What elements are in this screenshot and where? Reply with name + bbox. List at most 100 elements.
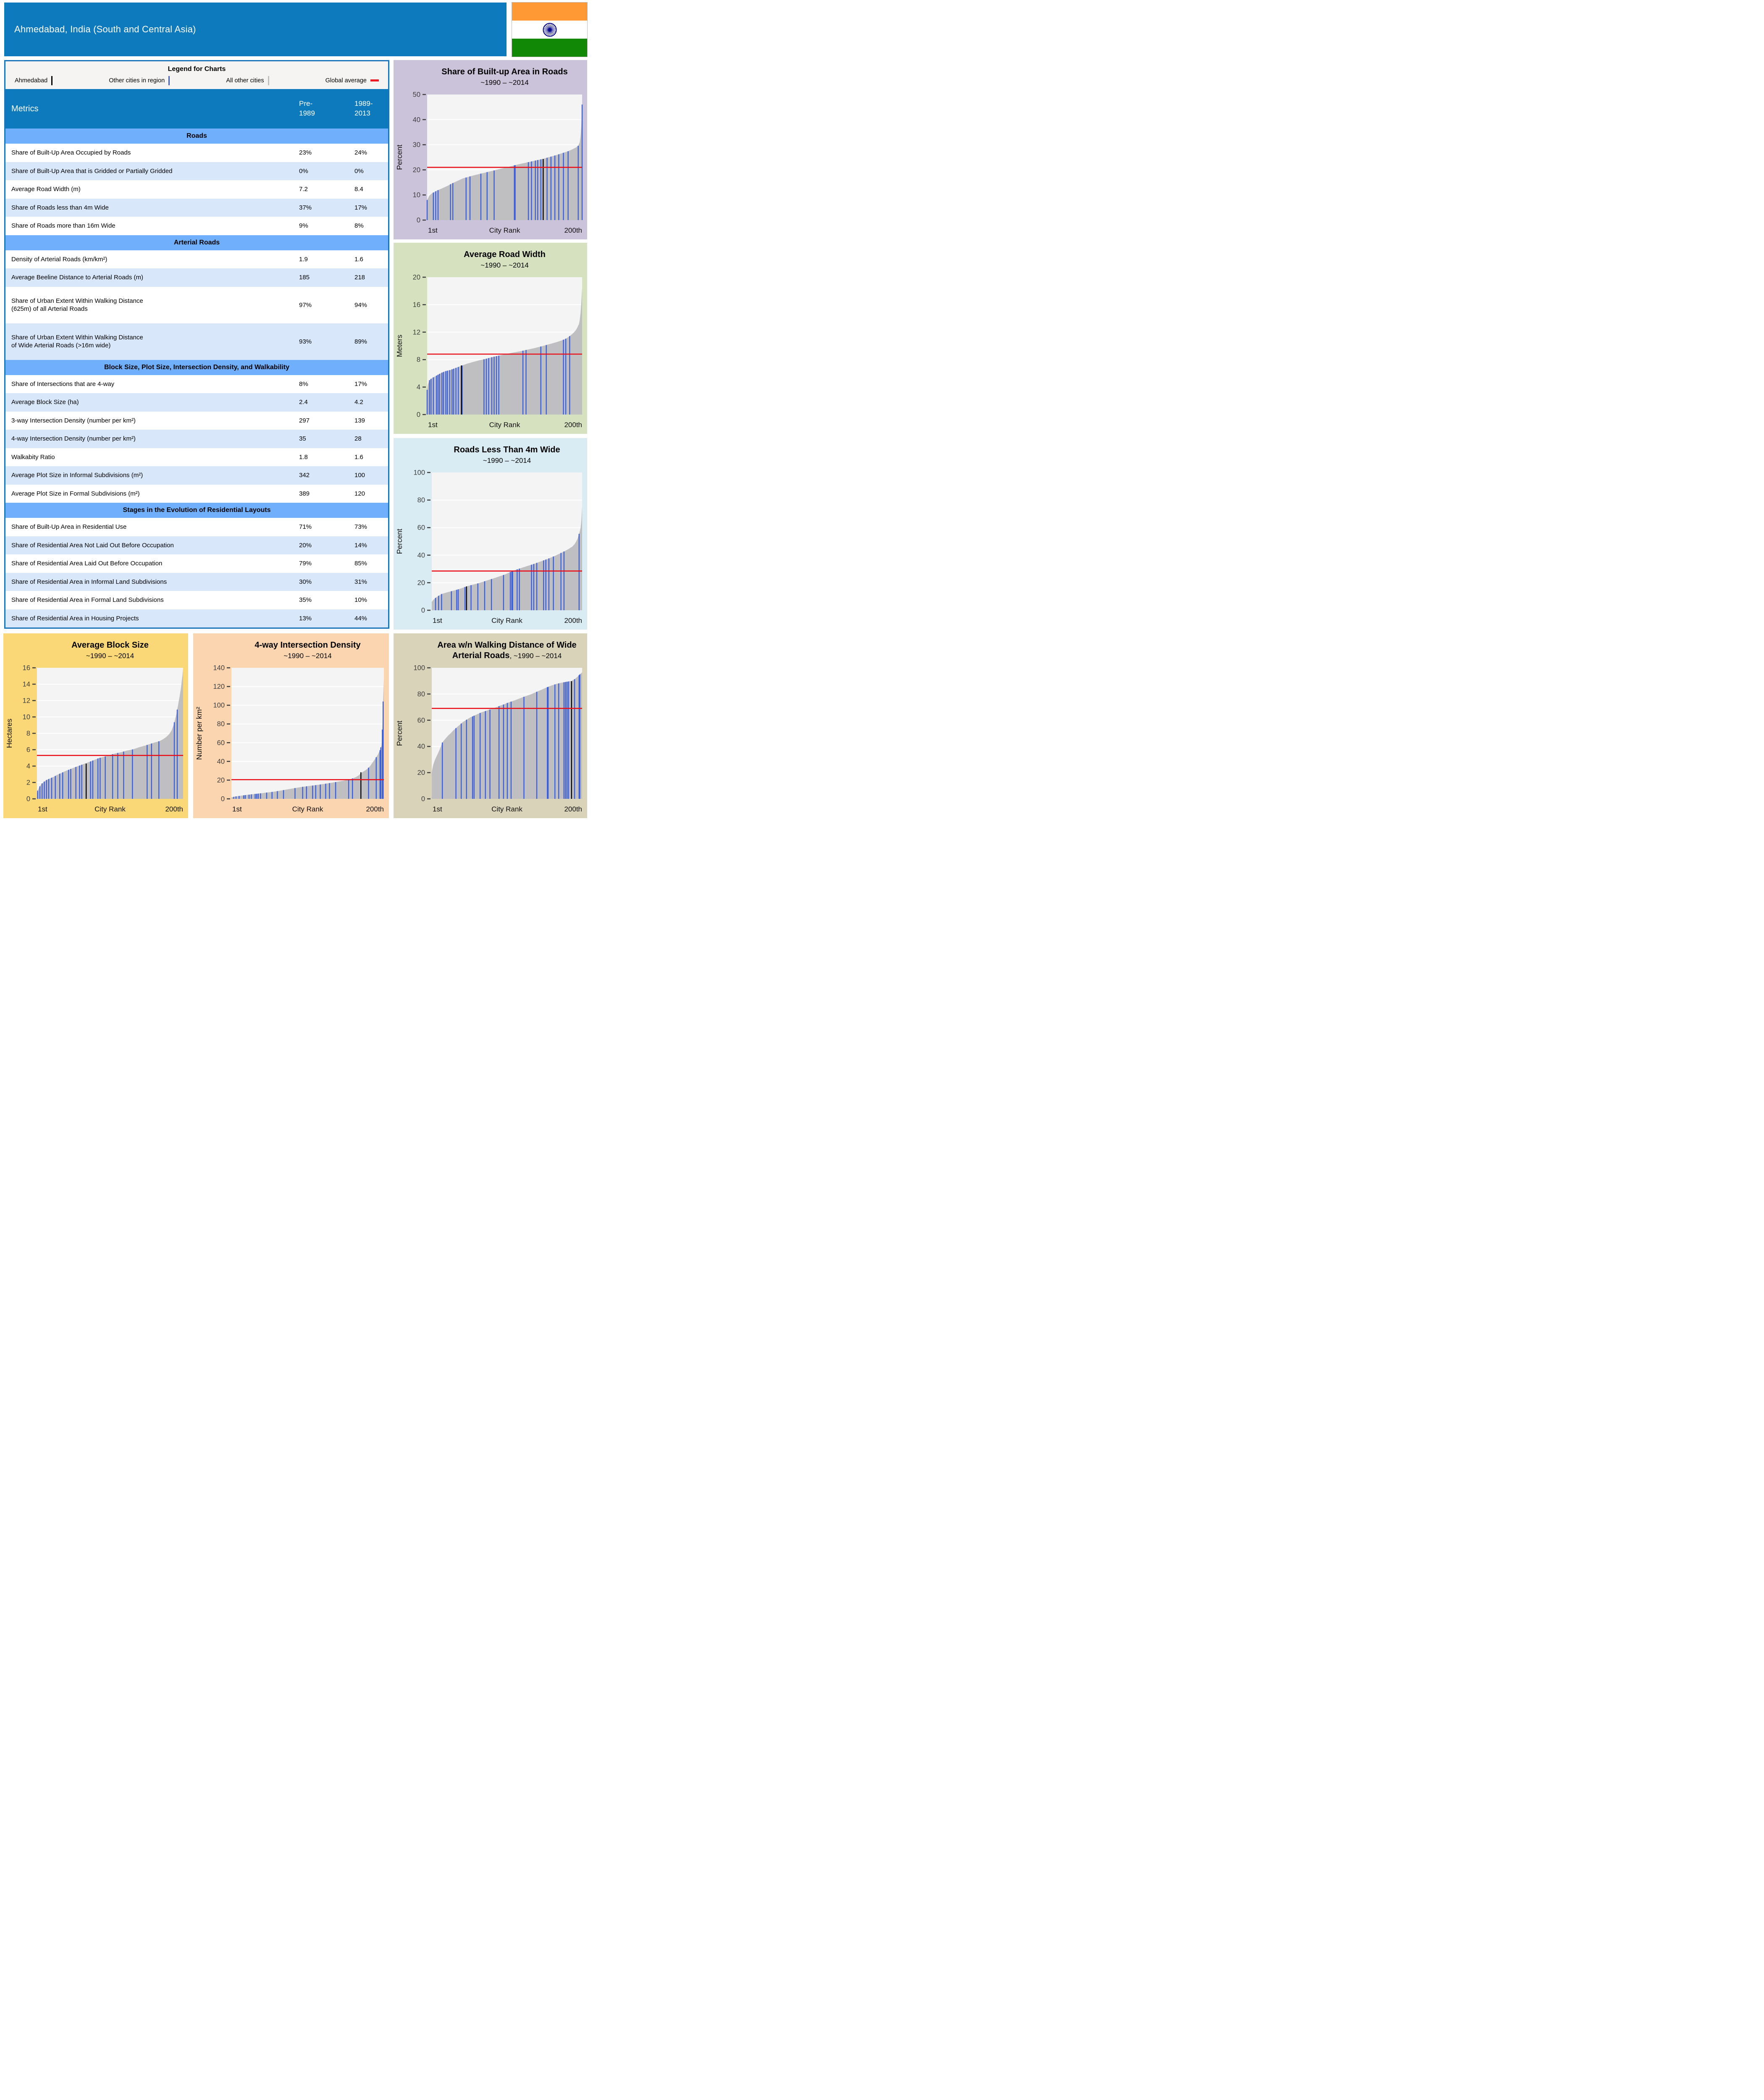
- metric-value-pre-1989: 13%: [299, 614, 312, 622]
- metric-value-pre-1989: 97%: [299, 301, 312, 309]
- metric-label: Average Plot Size in Formal Subdivisions…: [11, 490, 140, 497]
- svg-text:Average Road Width: Average Road Width: [464, 250, 546, 259]
- table-header: Metrics Pre- 1989 1989- 2013: [5, 89, 388, 129]
- svg-text:20: 20: [217, 777, 225, 784]
- table-row: Share of Residential Area Not Laid Out B…: [5, 536, 388, 554]
- metric-value-pre-1989: 9%: [299, 222, 308, 230]
- svg-text:City Rank: City Rank: [94, 805, 126, 813]
- metric-value-1989-2013: 1.6: [354, 453, 363, 461]
- chart-roads-less-than-4m-wide: 0 20 40 60 80 100 1st City Rank 200th Percent Road…: [394, 438, 587, 630]
- metric-value-pre-1989: 0%: [299, 167, 308, 175]
- legend-item-global-average: Global average: [326, 77, 379, 84]
- metric-value-1989-2013: 8%: [354, 222, 364, 230]
- metrics-column-label: Metrics: [11, 104, 39, 113]
- chart-share-built-up-area-in-roads: 0 10 20 30 40 50 1st City Rank 200th Percent Share…: [394, 60, 587, 239]
- svg-text:Percent: Percent: [395, 529, 404, 554]
- svg-text:40: 40: [217, 758, 225, 765]
- svg-text:1st: 1st: [38, 805, 47, 813]
- metric-value-pre-1989: 1.9: [299, 255, 308, 263]
- svg-text:~1990 – ~2014: ~1990 – ~2014: [480, 79, 528, 87]
- svg-text:0: 0: [417, 411, 420, 419]
- svg-text:Average Block Size: Average Block Size: [71, 640, 149, 650]
- table-row: Share of Residential Area in Housing Pro…: [5, 609, 388, 627]
- metric-value-1989-2013: 139: [354, 417, 365, 424]
- chart-average-block-size: 0 2 4 6 8 10 12 14 16 1st City Rank 200th Hectares Av…: [3, 633, 188, 818]
- metric-value-1989-2013: 73%: [354, 523, 368, 531]
- metric-value-1989-2013: 0%: [354, 167, 364, 175]
- table-row: 3-way Intersection Density (number per k…: [5, 412, 388, 430]
- col-header-1989-2013-line2: 2013: [354, 109, 370, 117]
- svg-text:Percent: Percent: [395, 144, 404, 170]
- svg-text:40: 40: [413, 116, 420, 123]
- svg-text:Roads Less Than 4m Wide: Roads Less Than 4m Wide: [454, 445, 560, 454]
- section-header-0: Roads: [5, 129, 388, 144]
- svg-text:40: 40: [417, 743, 425, 751]
- svg-text:4-way Intersection Density: 4-way Intersection Density: [255, 640, 361, 650]
- svg-text:8: 8: [417, 356, 420, 364]
- metric-label: Share of Roads more than 16m Wide: [11, 222, 116, 229]
- legend-title: Legend for Charts: [168, 65, 226, 73]
- col-header-pre-1989-line1: Pre-: [299, 100, 313, 108]
- metric-value-pre-1989: 185: [299, 274, 310, 281]
- table-row: Average Road Width (m) 7.2 8.4: [5, 180, 388, 199]
- metric-value-pre-1989: 2.4: [299, 399, 308, 406]
- svg-text:16: 16: [23, 664, 30, 672]
- svg-text:60: 60: [217, 739, 225, 747]
- svg-text:1st: 1st: [428, 226, 438, 234]
- metric-value-pre-1989: 389: [299, 490, 310, 497]
- svg-text:1st: 1st: [433, 805, 442, 813]
- metric-value-pre-1989: 30%: [299, 578, 312, 585]
- metric-label: 3-way Intersection Density (number per k…: [11, 417, 136, 424]
- metric-value-1989-2013: 28: [354, 435, 362, 443]
- svg-text:14: 14: [23, 681, 30, 688]
- red-dash-icon: [370, 79, 379, 81]
- svg-text:140: 140: [213, 664, 225, 672]
- metric-label: Average Beeline Distance to Arterial Roa…: [11, 274, 144, 281]
- table-row: Average Beeline Distance to Arterial Roa…: [5, 268, 388, 287]
- svg-text:~1990 – ~2014: ~1990 – ~2014: [284, 652, 331, 660]
- svg-text:20: 20: [413, 166, 420, 174]
- svg-text:2: 2: [26, 779, 30, 787]
- table-row: Density of Arterial Roads (km/km²) 1.9 1.6: [5, 250, 388, 269]
- svg-text:City Rank: City Rank: [489, 421, 520, 429]
- col-header-pre-1989-line2: 1989: [299, 109, 315, 117]
- table-row: Share of Residential Area in Informal La…: [5, 572, 388, 591]
- svg-text:Area w/n Walking Distance of W: Area w/n Walking Distance of Wide: [437, 640, 576, 650]
- legend-item-label: All other cities: [226, 77, 264, 84]
- svg-text:12: 12: [23, 697, 30, 705]
- svg-text:1st: 1st: [428, 421, 438, 429]
- table-row: Share of Urban Extent Within Walking Dis…: [5, 287, 388, 323]
- table-row: Walkabity Ratio 1.8 1.6: [5, 448, 388, 467]
- svg-text:0: 0: [421, 795, 425, 803]
- svg-text:10: 10: [23, 714, 30, 721]
- metric-value-1989-2013: 24%: [354, 149, 368, 157]
- metrics-panel: Legend for Charts Ahmedabad Other cities …: [4, 60, 389, 629]
- metric-value-1989-2013: 4.2: [354, 399, 363, 406]
- svg-text:200th: 200th: [564, 421, 582, 429]
- metric-value-pre-1989: 23%: [299, 149, 312, 157]
- section-header-3: Stages in the Evolution of Residential L…: [5, 503, 388, 518]
- blue-bar-icon: [168, 76, 170, 85]
- metric-value-pre-1989: 35%: [299, 596, 312, 604]
- table-row: Share of Roads less than 4m Wide 37% 17%: [5, 198, 388, 217]
- metric-value-pre-1989: 79%: [299, 560, 312, 567]
- metric-label: Share of Residential Area in Formal Land…: [11, 596, 164, 604]
- table-row: Share of Built-Up Area in Residential Us…: [5, 518, 388, 536]
- gray-bar-icon: [268, 76, 269, 85]
- metric-value-1989-2013: 31%: [354, 578, 368, 585]
- metric-label: Share of Urban Extent Within Walking Dis…: [11, 333, 143, 349]
- page: Ahmedabad, India (South and Central Asia…: [0, 0, 588, 819]
- legend-item-ahmedabad: Ahmedabad: [15, 76, 53, 85]
- svg-text:~1990 – ~2014: ~1990 – ~2014: [483, 457, 531, 465]
- metric-label: 4-way Intersection Density (number per k…: [11, 435, 136, 442]
- metric-label: Share of Roads less than 4m Wide: [11, 204, 109, 211]
- svg-text:4: 4: [26, 763, 30, 770]
- svg-text:0: 0: [26, 795, 30, 803]
- black-bar-icon: [51, 76, 53, 85]
- section-header-2: Block Size, Plot Size, Intersection Dens…: [5, 360, 388, 375]
- flag-saffron-band: [512, 3, 587, 21]
- legend-item-other-cities-in-region: Other cities in region: [109, 76, 170, 85]
- table-row: 4-way Intersection Density (number per k…: [5, 430, 388, 448]
- ashoka-chakra-icon: [543, 23, 556, 37]
- legend-items: Ahmedabad Other cities in region All other…: [5, 76, 388, 85]
